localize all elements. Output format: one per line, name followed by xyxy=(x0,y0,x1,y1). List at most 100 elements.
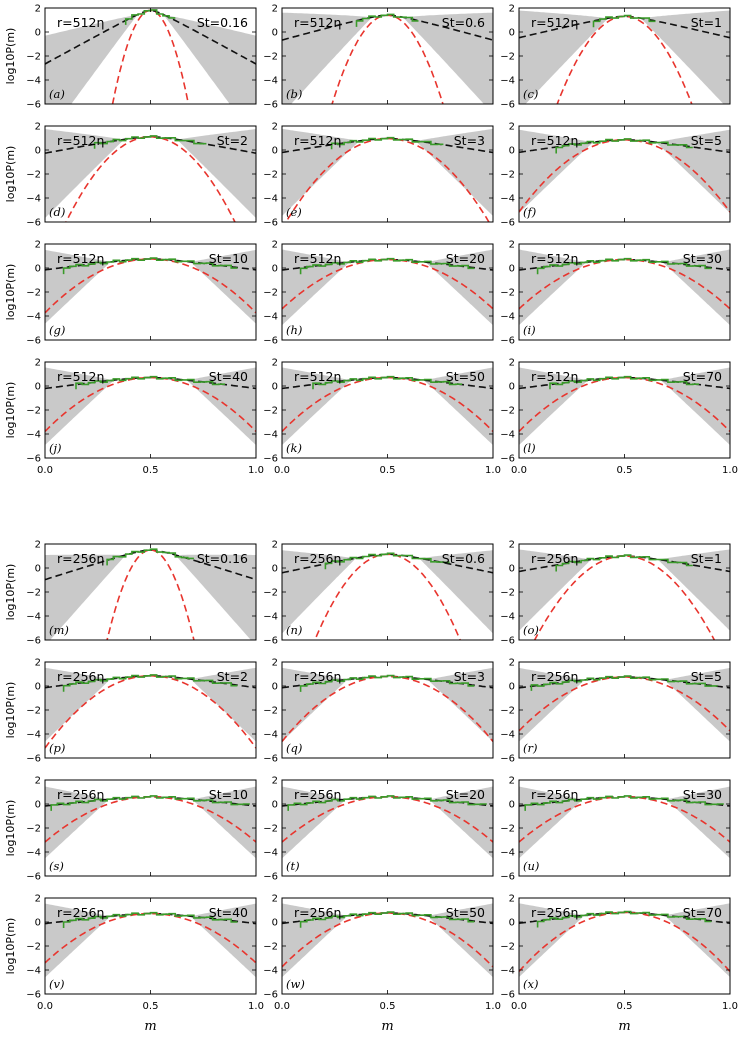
histogram-step xyxy=(530,675,718,691)
y-tick-label: −4 xyxy=(263,312,278,323)
y-tick-label: 0 xyxy=(509,800,515,811)
y-tick-label: 0 xyxy=(35,682,41,693)
uncertainty-band xyxy=(282,128,493,216)
y-tick-label: 2 xyxy=(35,122,41,133)
y-tick-label: −6 xyxy=(500,636,515,647)
y-tick-label: −2 xyxy=(26,288,41,299)
histogram-step xyxy=(549,375,699,390)
y-tick-label: −6 xyxy=(500,218,515,229)
r-label: r=256η xyxy=(531,787,578,802)
gaussian-curve xyxy=(533,555,716,640)
histogram-step xyxy=(524,795,724,811)
plot-area xyxy=(45,129,256,222)
y-tick-label: −6 xyxy=(26,336,41,347)
y-tick-label: 0 xyxy=(509,146,515,157)
panel-label: (h) xyxy=(286,323,302,337)
y-tick-label: 0 xyxy=(509,28,515,39)
st-label: St=1 xyxy=(691,15,722,30)
y-tick-label: 0 xyxy=(272,682,278,693)
plot-area xyxy=(519,786,730,859)
histogram-step xyxy=(75,375,225,390)
y-tick-label: −2 xyxy=(26,588,41,599)
y-tick-label: −6 xyxy=(26,454,41,465)
panel-label: (e) xyxy=(286,205,302,219)
y-tick-label: −4 xyxy=(26,76,41,87)
y-axis-label: log10P(m) xyxy=(4,264,17,321)
panel-b: 2 0 −2 −4 −6 r=512η St=0.6 (b) xyxy=(263,4,494,111)
y-tick-label: −4 xyxy=(500,612,515,623)
y-axis-label: log10P(m) xyxy=(4,382,17,439)
st-label: St=40 xyxy=(209,905,248,920)
panel-f: 2 0 −2 −4 −6 r=512η St=5 (f) xyxy=(500,122,731,229)
st-label: St=1 xyxy=(691,551,722,566)
y-tick-label: −4 xyxy=(26,612,41,623)
uncertainty-band xyxy=(45,249,256,324)
uncertainty-band xyxy=(45,367,256,446)
y-tick-label: 2 xyxy=(509,122,515,133)
st-label: St=10 xyxy=(209,251,248,266)
r-label: r=512η xyxy=(294,133,341,148)
r-label: r=256η xyxy=(294,905,341,920)
plot-area xyxy=(519,249,730,326)
y-axis-label: log10P(m) xyxy=(4,146,17,203)
histogram-step xyxy=(555,554,693,572)
y-axis-label: log10P(m) xyxy=(4,564,17,621)
gaussian-curve xyxy=(45,796,256,843)
y-tick-label: −4 xyxy=(500,848,515,859)
histogram-step xyxy=(62,257,238,275)
y-tick-label: −4 xyxy=(500,430,515,441)
r-label: r=512η xyxy=(294,15,341,30)
histogram-step xyxy=(93,135,207,149)
st-label: St=5 xyxy=(691,133,722,148)
y-tick-label: −2 xyxy=(26,942,41,953)
y-tick-label: −4 xyxy=(26,194,41,205)
plot-area xyxy=(519,903,730,978)
y-tick-label: −6 xyxy=(500,336,515,347)
uncertainty-band xyxy=(519,10,730,104)
histogram-step xyxy=(106,548,194,566)
y-tick-label: −6 xyxy=(26,872,41,883)
y-tick-label: −4 xyxy=(26,730,41,741)
plot-area xyxy=(282,903,493,978)
y-tick-label: −6 xyxy=(263,218,278,229)
uncertainty-band xyxy=(519,786,730,859)
y-tick-label: −6 xyxy=(500,872,515,883)
st-label: St=30 xyxy=(683,787,722,802)
x-tick-label: 0.0 xyxy=(274,465,290,476)
panel-label: (w) xyxy=(286,977,305,991)
y-tick-label: 2 xyxy=(272,894,278,905)
r-label: r=256η xyxy=(531,669,578,684)
panel-label: (f) xyxy=(523,205,536,219)
y-tick-label: −2 xyxy=(500,824,515,835)
uncertainty-band xyxy=(45,10,256,104)
y-tick-label: −2 xyxy=(26,824,41,835)
histogram-step xyxy=(592,14,656,28)
plot-area xyxy=(519,549,730,640)
r-label: r=512η xyxy=(294,251,341,266)
plot-area xyxy=(282,667,493,743)
x-tick-label: 1.0 xyxy=(722,465,738,476)
uncertainty-band xyxy=(519,249,730,326)
y-tick-label: −6 xyxy=(500,454,515,465)
r-label: r=512η xyxy=(531,251,578,266)
st-label: St=10 xyxy=(209,787,248,802)
plot-area xyxy=(282,12,493,104)
y-tick-label: 0 xyxy=(35,564,41,575)
panel-label: (i) xyxy=(523,323,536,337)
histogram-step xyxy=(324,552,450,570)
y-tick-label: −4 xyxy=(263,848,278,859)
y-tick-label: 0 xyxy=(272,264,278,275)
panel-label: (g) xyxy=(49,323,65,337)
y-tick-label: 2 xyxy=(509,4,515,15)
x-tick-label: 1.0 xyxy=(485,1001,501,1012)
y-tick-label: −2 xyxy=(500,588,515,599)
panel-g: 2 0 −2 −4 −6 log10P(m) r=512η St=10 (g) xyxy=(4,240,257,347)
st-label: St=0.16 xyxy=(197,551,248,566)
uncertainty-band xyxy=(519,367,730,446)
y-tick-label: 2 xyxy=(509,894,515,905)
panel-label: (o) xyxy=(523,623,539,637)
y-tick-label: 2 xyxy=(272,658,278,669)
panel-label: (l) xyxy=(523,441,536,455)
st-label: St=40 xyxy=(209,369,248,384)
uncertainty-band xyxy=(519,549,730,631)
